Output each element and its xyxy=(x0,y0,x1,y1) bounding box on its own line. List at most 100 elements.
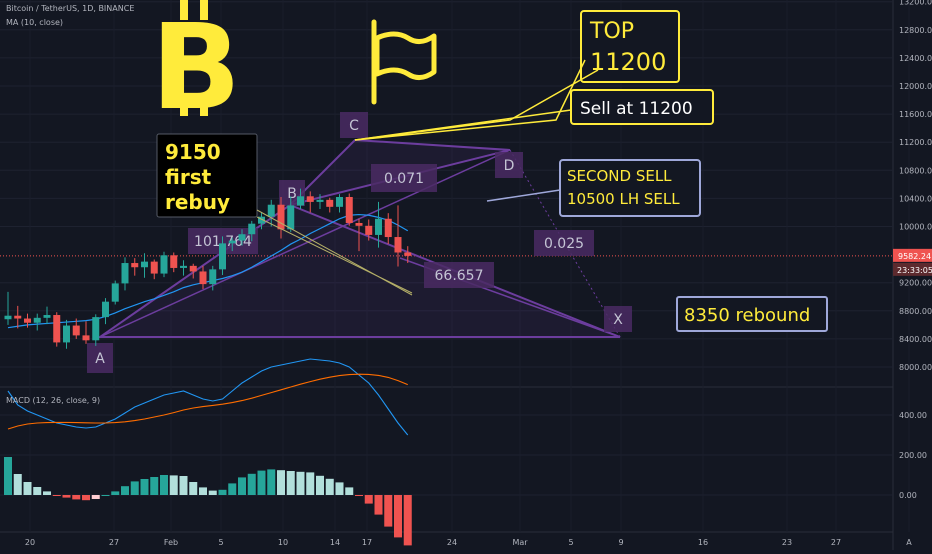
candle-body xyxy=(228,240,236,244)
candle-body xyxy=(14,315,22,319)
time-tick-label: Feb xyxy=(164,538,178,547)
price-tick-label: 8000.00 xyxy=(899,363,932,372)
candle-body xyxy=(267,204,275,217)
candle-body xyxy=(355,222,363,226)
second-sell-line1: SECOND SELL xyxy=(567,167,672,185)
candle-body xyxy=(365,225,373,235)
time-tick-label: 27 xyxy=(831,538,841,547)
macd-histogram-bar xyxy=(238,477,246,495)
macd-tick-label: 400.00 xyxy=(899,411,927,420)
macd-histogram-bar xyxy=(306,472,315,495)
price-tick-label: 12800.00 xyxy=(899,26,932,35)
macd-legend: MACD (12, 26, close, 9) xyxy=(6,396,101,405)
sell-callout-pointer xyxy=(354,109,572,141)
macd-histogram-bar xyxy=(101,495,110,496)
bitcoin-logo-bar xyxy=(200,0,208,20)
sell-callout-box xyxy=(570,89,714,125)
macd-histogram-bar xyxy=(13,474,22,495)
time-tick-label: 9 xyxy=(618,538,623,547)
bitcoin-logo-bar xyxy=(180,100,188,116)
candle-body xyxy=(375,218,382,235)
macd-histogram-bar xyxy=(325,478,334,495)
time-tick-label: 17 xyxy=(362,538,372,547)
macd-histogram-bar xyxy=(179,476,188,495)
candles xyxy=(4,188,412,349)
bitcoin-logo-bar xyxy=(200,100,208,116)
moving-average xyxy=(7,213,409,329)
time-tick-label: 14 xyxy=(330,538,340,547)
pattern-ad xyxy=(99,149,511,338)
candle-body xyxy=(287,205,295,230)
price-tick-label: 11200.00 xyxy=(899,138,932,147)
macd-histogram-bar xyxy=(364,495,373,504)
pattern-point-label: A xyxy=(95,351,105,367)
macd-histogram-bar xyxy=(72,495,81,500)
second-sell-line2: 10500 LH SELL xyxy=(567,190,680,208)
macd-histogram-bar xyxy=(82,495,90,501)
rebuy-line2: first xyxy=(165,165,212,189)
candle-body xyxy=(82,335,90,341)
harmonic-pattern: A B C D X 101.764 0.071 0.025 66.657 xyxy=(87,112,632,373)
macd-histogram-bar xyxy=(43,491,51,495)
candle-body xyxy=(170,255,178,268)
time-tick-label: 5 xyxy=(568,538,573,547)
ma-line xyxy=(7,213,409,329)
second-sell-pointer xyxy=(486,189,561,202)
pattern-ratio-box xyxy=(424,262,494,288)
candle-body xyxy=(238,234,246,241)
macd-histogram-bar xyxy=(160,475,168,495)
rebuy-line1: 9150 xyxy=(165,140,221,164)
candle-body xyxy=(297,196,304,206)
pattern-ratio-label: 101.764 xyxy=(194,234,252,250)
candle-body xyxy=(384,218,392,238)
candle-body xyxy=(150,261,158,274)
candle-body xyxy=(277,204,285,230)
countdown-badge xyxy=(893,262,932,276)
candle-body xyxy=(141,261,148,268)
pattern-ratio-box xyxy=(534,230,594,256)
macd-histogram-bar xyxy=(296,471,305,495)
macd-histogram-bar xyxy=(62,495,71,498)
macd-histogram-bar xyxy=(247,473,256,495)
time-tick-label: 5 xyxy=(218,538,223,547)
ma-legend: MA (10, close) xyxy=(6,18,64,27)
candle-body xyxy=(209,269,217,285)
bitcoin-logo-bar xyxy=(180,0,188,20)
time-tick-label: 20 xyxy=(25,538,35,547)
pattern-ratio-label: 0.025 xyxy=(544,236,584,252)
macd-histogram-bar xyxy=(374,495,383,515)
macd-histogram-bar xyxy=(169,475,178,495)
macd-histogram-bar xyxy=(267,469,276,495)
candle-body xyxy=(121,263,129,284)
candle-body xyxy=(189,265,197,272)
candle-body xyxy=(336,196,343,207)
pattern-ratio-label: 66.657 xyxy=(435,268,484,284)
flag-icon-cloth xyxy=(374,31,437,80)
candle-body xyxy=(345,196,353,223)
time-tick-label: 27 xyxy=(109,538,119,547)
macd-histogram-bar xyxy=(121,486,129,495)
second-sell-box xyxy=(559,159,701,217)
pattern-ratio-box xyxy=(371,164,437,192)
candle-body xyxy=(53,315,61,343)
time-tick-label: 16 xyxy=(698,538,708,547)
price-tick-label: 9200.00 xyxy=(899,279,932,288)
macd-histogram-bar xyxy=(345,487,354,495)
price-tick-label: 10000.00 xyxy=(899,223,932,232)
time-tick-label: Mar xyxy=(512,538,528,547)
macd-histogram-bar xyxy=(23,482,32,495)
macd-histogram-bar xyxy=(33,487,42,495)
candle-body xyxy=(4,315,12,320)
pattern-ratio-label: 0.071 xyxy=(384,171,424,187)
candle-body xyxy=(131,263,139,268)
countdown-label: 23:33:05 xyxy=(897,266,932,275)
candle-body xyxy=(394,237,402,253)
candle-body xyxy=(404,252,412,256)
macd-pane xyxy=(4,358,412,546)
price-tick-label: 8400.00 xyxy=(899,335,932,344)
price-tick-label: 13200.00 xyxy=(899,0,932,7)
candle-body xyxy=(258,216,265,224)
candle-body xyxy=(306,196,314,202)
